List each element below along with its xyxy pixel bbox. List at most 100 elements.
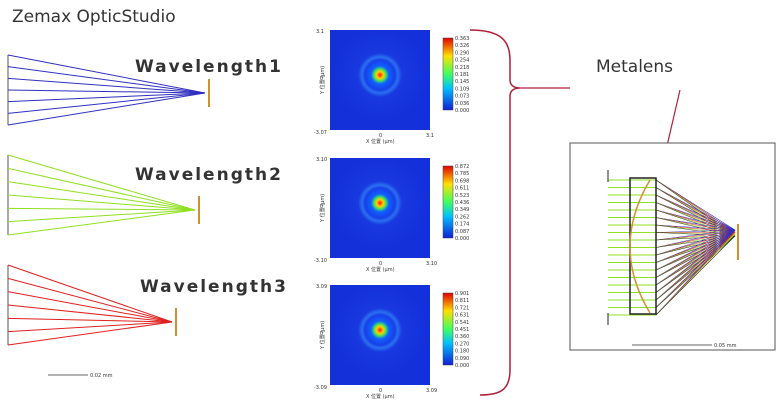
y-axis-label: Y 位置 (µm) <box>319 321 326 350</box>
output-ray <box>655 235 736 301</box>
ray <box>7 304 173 323</box>
colorbar-tick: 0.087 <box>455 229 469 235</box>
y-tick: -3.10 <box>314 258 327 264</box>
colorbar-tick: 0.290 <box>455 50 469 56</box>
ray <box>7 321 173 346</box>
output-ray <box>655 217 736 233</box>
metalens-box <box>569 142 776 351</box>
output-ray <box>655 202 736 233</box>
metalens-label: Metalens <box>596 57 673 77</box>
y-axis-label: Y 位置 (µm) <box>319 66 326 95</box>
colorbar-tick: 0.436 <box>455 200 469 206</box>
x-tick: 0 <box>379 261 382 267</box>
output-ray <box>655 217 736 235</box>
colorbar-tick: 0.611 <box>455 186 469 192</box>
ray <box>7 277 173 323</box>
colorbar <box>442 37 454 111</box>
output-ray <box>655 231 736 263</box>
colorbar-tick: 0.811 <box>455 298 469 304</box>
x-tick: 0 <box>379 388 382 394</box>
colorbar-tick: 0.180 <box>455 349 469 355</box>
x-axis-label: X 位置 (µm) <box>366 266 395 273</box>
colorbar-tick: 0.326 <box>455 43 469 49</box>
output-ray <box>655 229 736 248</box>
colorbar-tick: 0.090 <box>455 356 469 362</box>
fan-label: Wavelength3 <box>140 277 288 297</box>
colorbar-tick: 0.145 <box>455 79 469 85</box>
colorbar-tick: 0.523 <box>455 193 469 199</box>
output-ray <box>655 217 736 231</box>
output-ray <box>655 229 736 256</box>
colorbar-tick: 0.254 <box>455 58 469 64</box>
colorbar-tick: 0.036 <box>455 101 469 107</box>
output-ray <box>655 231 736 256</box>
colorbar-tick: 0.218 <box>455 65 469 71</box>
output-ray <box>655 231 736 241</box>
x-axis-label: X 位置 (µm) <box>366 393 395 400</box>
ray <box>7 207 196 211</box>
output-ray <box>655 209 736 231</box>
ray <box>7 92 206 114</box>
output-ray <box>655 229 736 263</box>
output-ray <box>655 202 736 235</box>
colorbar <box>442 292 454 366</box>
y-tick: 3.10 <box>316 157 327 163</box>
colorbar-tick: 0.000 <box>455 363 469 369</box>
colorbar <box>442 165 454 239</box>
y-tick: 0 <box>320 76 323 82</box>
colorbar-tick: 0.872 <box>455 164 469 170</box>
output-ray <box>655 202 736 231</box>
x-tick: 3.1 <box>426 133 434 139</box>
colorbar-tick: 0.721 <box>455 305 469 311</box>
ray <box>7 167 196 211</box>
fan-label: Wavelength1 <box>135 57 283 77</box>
output-ray <box>655 229 736 233</box>
output-ray <box>655 194 736 231</box>
ray <box>7 77 206 94</box>
ray <box>7 194 196 211</box>
output-ray <box>655 224 736 235</box>
colorbar-tick: 0.000 <box>455 108 469 114</box>
output-ray <box>655 231 736 248</box>
colorbar-tick: 0.360 <box>455 334 469 340</box>
title: Zemax OpticStudio <box>12 7 176 27</box>
output-ray <box>655 229 736 271</box>
ray <box>7 209 196 236</box>
colorbar-tick: 0.785 <box>455 171 469 177</box>
psf-image <box>330 30 430 130</box>
output-ray <box>655 235 736 316</box>
scale-label: 0.02 mm <box>90 373 113 379</box>
colorbar-tick: 0.000 <box>455 236 469 242</box>
output-ray <box>655 231 736 271</box>
colorbar-tick: 0.109 <box>455 86 469 92</box>
y-tick: -3.07 <box>314 130 327 136</box>
output-ray <box>655 233 736 271</box>
ray <box>7 321 173 333</box>
ray <box>7 291 173 323</box>
fan-label: Wavelength2 <box>135 165 283 185</box>
colorbar-tick: 0.698 <box>455 178 469 184</box>
output-ray <box>655 233 736 248</box>
colorbar-tick: 0.363 <box>455 36 469 42</box>
ray <box>7 154 196 211</box>
colorbar-tick: 0.073 <box>455 94 469 100</box>
psf-image <box>330 285 430 385</box>
ray <box>7 317 173 323</box>
colorbar-tick: 0.174 <box>455 222 469 228</box>
output-ray <box>655 224 736 233</box>
y-axis-label: Y 位置 (µm) <box>319 194 326 223</box>
ray <box>7 66 206 94</box>
output-ray <box>655 231 736 233</box>
x-tick: 3.09 <box>426 388 437 394</box>
output-ray <box>655 209 736 233</box>
colorbar-tick: 0.262 <box>455 214 469 220</box>
output-ray <box>655 233 736 256</box>
output-ray <box>655 229 736 241</box>
x-tick: 3.10 <box>426 261 437 267</box>
y-tick: 0 <box>320 204 323 210</box>
output-ray <box>655 232 736 235</box>
output-ray <box>655 233 736 263</box>
colorbar-tick: 0.270 <box>455 341 469 347</box>
x-axis-label: X 位置 (µm) <box>366 138 395 145</box>
